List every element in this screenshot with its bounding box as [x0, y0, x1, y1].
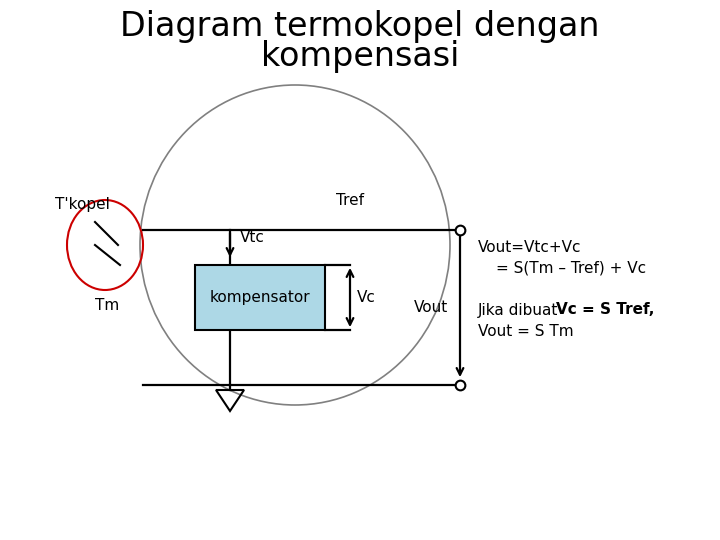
Text: kompensator: kompensator — [210, 290, 310, 305]
Text: Vout: Vout — [414, 300, 448, 315]
Text: Tref: Tref — [336, 193, 364, 208]
Bar — [195, 265, 325, 330]
Text: Vtc: Vtc — [240, 230, 265, 245]
Text: = S(Tm – Tref) + Vc: = S(Tm – Tref) + Vc — [496, 260, 646, 275]
Text: T'kopel: T'kopel — [55, 197, 110, 212]
Text: Diagram termokopel dengan: Diagram termokopel dengan — [120, 10, 600, 43]
Text: Tm: Tm — [95, 298, 120, 313]
Text: Vc: Vc — [357, 290, 376, 305]
Text: Vout = S Tm: Vout = S Tm — [478, 325, 574, 340]
Text: Vc = S Tref,: Vc = S Tref, — [556, 302, 654, 318]
Text: Jika dibuat: Jika dibuat — [478, 302, 563, 318]
Text: Vout=Vtc+Vc: Vout=Vtc+Vc — [478, 240, 582, 255]
Text: kompensasi: kompensasi — [261, 40, 459, 73]
